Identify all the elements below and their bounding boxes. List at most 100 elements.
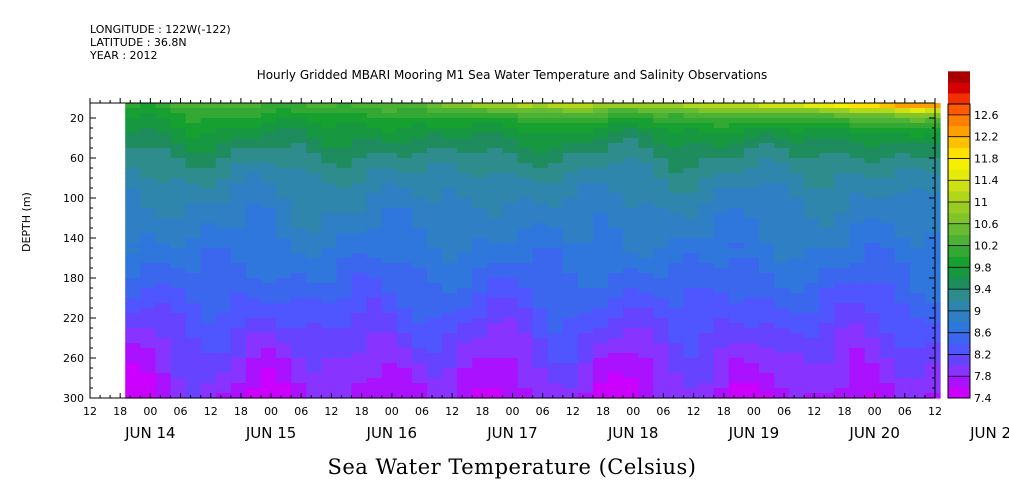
heatmap-cell bbox=[532, 298, 549, 304]
heatmap-cell bbox=[698, 338, 715, 344]
heatmap-cell bbox=[924, 263, 941, 269]
heatmap-cell bbox=[804, 173, 820, 179]
heatmap-cell bbox=[426, 358, 443, 364]
heatmap-cell bbox=[758, 168, 775, 174]
heatmap-cell bbox=[245, 283, 262, 289]
heatmap-cell bbox=[728, 318, 745, 324]
heatmap-cell bbox=[774, 308, 790, 314]
heatmap-cell bbox=[562, 123, 579, 129]
heatmap-cell bbox=[366, 363, 383, 369]
heatmap-cell bbox=[713, 103, 730, 109]
heatmap-cell bbox=[170, 233, 187, 239]
heatmap-cell bbox=[336, 178, 353, 184]
heatmap-cell bbox=[245, 138, 262, 144]
heatmap-cell bbox=[608, 263, 624, 269]
heatmap-cell bbox=[276, 148, 292, 154]
heatmap-cell bbox=[155, 113, 172, 119]
heatmap-cell bbox=[472, 388, 488, 394]
heatmap-cell bbox=[683, 283, 700, 289]
heatmap-cell bbox=[442, 338, 458, 344]
heatmap-cell bbox=[517, 163, 534, 169]
heatmap-cell bbox=[185, 128, 202, 134]
heatmap-cell bbox=[547, 178, 564, 184]
heatmap-cell bbox=[140, 148, 156, 154]
heatmap-cell bbox=[230, 123, 247, 129]
heatmap-cell bbox=[909, 178, 926, 184]
heatmap-cell bbox=[502, 223, 519, 229]
heatmap-cell bbox=[321, 178, 338, 184]
heatmap-cell bbox=[170, 223, 187, 229]
heatmap-cell bbox=[140, 258, 156, 264]
heatmap-cell bbox=[879, 238, 896, 244]
heatmap-cell bbox=[502, 268, 519, 274]
heatmap-cell bbox=[215, 233, 232, 239]
heatmap-cell bbox=[653, 338, 670, 344]
heatmap-cell bbox=[472, 158, 488, 164]
heatmap-cell bbox=[819, 283, 836, 289]
heatmap-cell bbox=[140, 223, 156, 229]
heatmap-cell bbox=[894, 188, 911, 194]
heatmap-cell bbox=[743, 188, 760, 194]
heatmap-cell bbox=[140, 243, 156, 249]
heatmap-cell bbox=[351, 308, 368, 314]
heatmap-cell bbox=[396, 153, 413, 159]
heatmap-cell bbox=[321, 183, 338, 189]
heatmap-cell bbox=[170, 188, 187, 194]
heatmap-cell bbox=[442, 348, 458, 354]
heatmap-cell bbox=[411, 318, 428, 324]
heatmap-cell bbox=[834, 173, 851, 179]
heatmap-cell bbox=[487, 288, 504, 294]
heatmap-cell bbox=[608, 248, 624, 254]
heatmap-cell bbox=[336, 228, 353, 234]
heatmap-cell bbox=[215, 353, 232, 359]
heatmap-cell bbox=[668, 323, 685, 329]
heatmap-cell bbox=[683, 298, 700, 304]
heatmap-cell bbox=[758, 123, 775, 129]
heatmap-cell bbox=[381, 178, 398, 184]
heatmap-cell bbox=[336, 103, 353, 109]
heatmap-cell bbox=[185, 148, 202, 154]
heatmap-cell bbox=[668, 218, 685, 224]
heatmap-cell bbox=[834, 153, 851, 159]
heatmap-cell bbox=[200, 268, 217, 274]
heatmap-cell bbox=[366, 123, 383, 129]
heatmap-cell bbox=[140, 238, 156, 244]
heatmap-cell bbox=[728, 368, 745, 374]
heatmap-cell bbox=[366, 308, 383, 314]
heatmap-cell bbox=[774, 253, 790, 259]
heatmap-cell bbox=[849, 333, 866, 339]
heatmap-cell bbox=[381, 343, 398, 349]
heatmap-cell bbox=[291, 258, 307, 264]
heatmap-cell bbox=[276, 273, 292, 279]
heatmap-cell bbox=[442, 158, 458, 164]
heatmap-cell bbox=[894, 388, 911, 394]
heatmap-cell bbox=[532, 103, 549, 109]
heatmap-cell bbox=[517, 288, 534, 294]
heatmap-cell bbox=[774, 178, 790, 184]
heatmap-cell bbox=[472, 358, 488, 364]
heatmap-cell bbox=[547, 118, 564, 124]
heatmap-cell bbox=[894, 308, 911, 314]
heatmap-cell bbox=[245, 298, 262, 304]
heatmap-cell bbox=[834, 198, 851, 204]
heatmap-cell bbox=[276, 203, 292, 209]
heatmap-cell bbox=[653, 333, 670, 339]
heatmap-cell bbox=[155, 148, 172, 154]
heatmap-cell bbox=[381, 278, 398, 284]
heatmap-cell bbox=[789, 343, 805, 349]
heatmap-cell bbox=[532, 218, 549, 224]
heatmap-cell bbox=[623, 163, 639, 169]
heatmap-cell bbox=[623, 133, 639, 139]
heatmap-cell bbox=[442, 108, 458, 114]
heatmap-cell bbox=[849, 123, 866, 129]
heatmap-cell bbox=[608, 188, 624, 194]
heatmap-cell bbox=[743, 183, 760, 189]
heatmap-cell bbox=[170, 368, 187, 374]
heatmap-cell bbox=[819, 218, 836, 224]
heatmap-cell bbox=[758, 343, 775, 349]
heatmap-cell bbox=[728, 343, 745, 349]
heatmap-cell bbox=[577, 163, 594, 169]
heatmap-cell bbox=[366, 328, 383, 334]
heatmap-cell bbox=[638, 343, 654, 349]
heatmap-cell bbox=[532, 288, 549, 294]
